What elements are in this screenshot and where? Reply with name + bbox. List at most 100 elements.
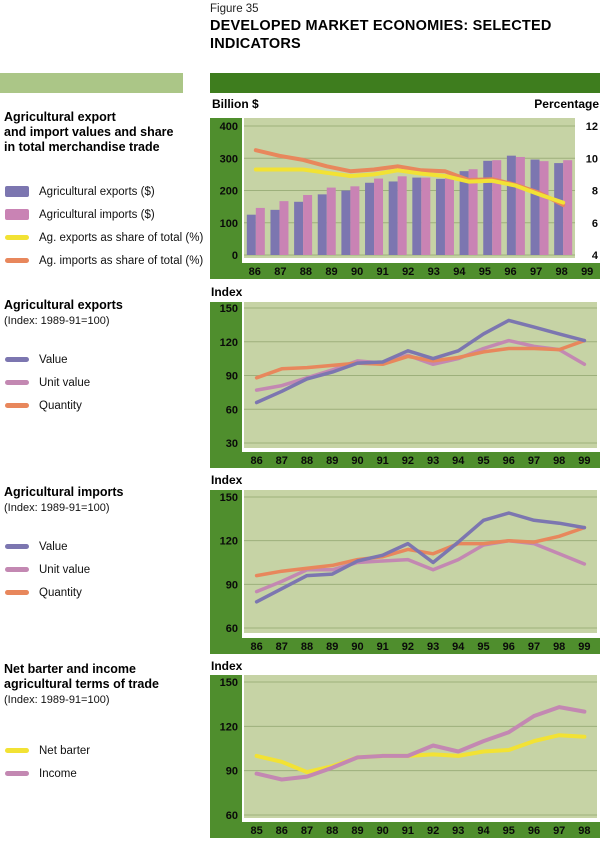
svg-text:6: 6 xyxy=(592,218,598,230)
svg-text:92: 92 xyxy=(402,641,414,653)
svg-text:87: 87 xyxy=(276,641,288,653)
legend-swatch-unit-value xyxy=(5,567,29,572)
svg-text:94: 94 xyxy=(477,825,490,837)
svg-text:97: 97 xyxy=(528,455,540,467)
panel-terms-of-trade: Net barter and income agricultural terms… xyxy=(4,662,204,780)
legend-item: Agricultural imports ($) xyxy=(4,203,204,226)
svg-text:87: 87 xyxy=(274,266,286,278)
svg-text:99: 99 xyxy=(578,455,590,467)
legend-item: Ag. imports as share of total (%) xyxy=(4,249,204,272)
svg-text:90: 90 xyxy=(351,455,363,467)
svg-text:93: 93 xyxy=(427,641,439,653)
legend-item: Income xyxy=(4,762,204,785)
svg-text:91: 91 xyxy=(402,825,414,837)
legend-item: Value xyxy=(4,535,204,558)
left-axis-unit-label: Billion $ xyxy=(212,97,259,111)
svg-text:91: 91 xyxy=(376,266,388,278)
panel-subtitle: (Index: 1989-91=100) xyxy=(4,502,110,514)
legend-swatch-value xyxy=(5,357,29,362)
svg-text:90: 90 xyxy=(226,371,238,383)
panel-title: Agricultural export and import values an… xyxy=(4,110,174,154)
svg-text:95: 95 xyxy=(477,455,489,467)
legend-swatch-export-share xyxy=(5,235,29,240)
legend: Value Unit value Quantity xyxy=(4,535,204,604)
svg-text:95: 95 xyxy=(477,641,489,653)
svg-text:98: 98 xyxy=(555,266,567,278)
panel-title: Agricultural imports xyxy=(4,485,124,499)
svg-text:96: 96 xyxy=(528,825,540,837)
svg-text:95: 95 xyxy=(503,825,515,837)
svg-text:88: 88 xyxy=(300,266,312,278)
svg-text:85: 85 xyxy=(250,825,262,837)
svg-text:92: 92 xyxy=(402,455,414,467)
svg-text:89: 89 xyxy=(326,455,338,467)
figure-title: DEVELOPED MARKET ECONOMIES: SELECTED IND… xyxy=(210,17,552,53)
panel-subtitle: (Index: 1989-91=100) xyxy=(4,694,110,706)
svg-text:93: 93 xyxy=(427,455,439,467)
svg-text:30: 30 xyxy=(226,438,238,450)
svg-text:60: 60 xyxy=(226,404,238,416)
figure-title-line-2: INDICATORS xyxy=(210,36,301,52)
svg-text:94: 94 xyxy=(452,641,465,653)
svg-text:90: 90 xyxy=(377,825,389,837)
svg-text:88: 88 xyxy=(301,455,313,467)
index-axis-label-exports: Index xyxy=(211,285,243,299)
svg-text:92: 92 xyxy=(402,266,414,278)
svg-text:4: 4 xyxy=(592,250,599,262)
svg-text:89: 89 xyxy=(325,266,337,278)
svg-text:400: 400 xyxy=(220,121,238,133)
legend-item: Quantity xyxy=(4,394,204,417)
svg-text:10: 10 xyxy=(586,153,598,165)
figure-number: Figure 35 xyxy=(210,3,259,15)
svg-text:90: 90 xyxy=(351,641,363,653)
svg-text:87: 87 xyxy=(301,825,313,837)
legend-swatch-exports xyxy=(5,186,29,197)
svg-text:60: 60 xyxy=(226,810,238,822)
svg-text:150: 150 xyxy=(220,492,238,504)
panel-title: Agricultural exports xyxy=(4,298,123,312)
panel-subtitle: (Index: 1989-91=100) xyxy=(4,315,110,327)
agricultural-imports-chart: 150 120 90 60 86 87 88 89 90 91 92 93 94 95 96 97 98 99 xyxy=(210,490,600,654)
svg-text:150: 150 xyxy=(220,303,238,315)
panel-trade-values: Agricultural export and import values an… xyxy=(4,110,204,267)
legend-item: Net barter xyxy=(4,739,204,762)
svg-text:0: 0 xyxy=(232,250,238,262)
terms-of-trade-chart: 150 120 90 60 85 86 87 88 89 90 91 92 93 94 95 96 97 98 xyxy=(210,675,600,838)
svg-text:90: 90 xyxy=(226,579,238,591)
svg-text:300: 300 xyxy=(220,153,238,165)
svg-text:8: 8 xyxy=(592,186,598,198)
svg-text:150: 150 xyxy=(220,677,238,689)
svg-text:97: 97 xyxy=(528,641,540,653)
svg-text:200: 200 xyxy=(220,186,238,198)
svg-text:89: 89 xyxy=(351,825,363,837)
svg-text:120: 120 xyxy=(220,337,238,349)
svg-text:12: 12 xyxy=(586,121,598,133)
svg-text:97: 97 xyxy=(530,266,542,278)
svg-text:90: 90 xyxy=(226,766,238,778)
svg-text:96: 96 xyxy=(503,455,515,467)
svg-text:98: 98 xyxy=(553,641,565,653)
legend: Agricultural exports ($) Agricultural im… xyxy=(4,180,204,272)
svg-text:120: 120 xyxy=(220,536,238,548)
panel-title: Net barter and income agricultural terms… xyxy=(4,662,159,691)
sidebar-header-bar xyxy=(0,73,183,93)
svg-text:86: 86 xyxy=(250,455,262,467)
legend-swatch-unit-value xyxy=(5,380,29,385)
index-axis-label-imports: Index xyxy=(211,473,243,487)
figure-title-line-1: DEVELOPED MARKET ECONOMIES: SELECTED xyxy=(210,18,552,34)
svg-text:86: 86 xyxy=(249,266,261,278)
svg-text:98: 98 xyxy=(578,825,590,837)
legend-item: Quantity xyxy=(4,581,204,604)
svg-text:96: 96 xyxy=(504,266,516,278)
legend-item: Unit value xyxy=(4,371,204,394)
svg-text:94: 94 xyxy=(452,455,465,467)
legend-item: Unit value xyxy=(4,558,204,581)
legend-swatch-imports xyxy=(5,209,29,220)
legend-item: Ag. exports as share of total (%) xyxy=(4,226,204,249)
svg-text:91: 91 xyxy=(377,641,389,653)
svg-text:90: 90 xyxy=(351,266,363,278)
svg-text:93: 93 xyxy=(428,266,440,278)
svg-text:92: 92 xyxy=(427,825,439,837)
legend-item: Value xyxy=(4,348,204,371)
